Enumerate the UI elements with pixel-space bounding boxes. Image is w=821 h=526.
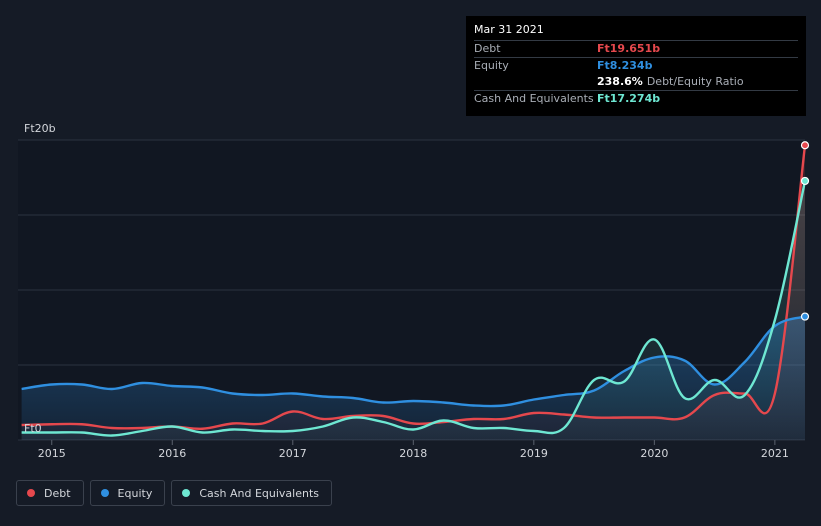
tooltip-equity-label: Equity [474, 59, 509, 72]
x-tick-label: 2016 [158, 447, 186, 460]
data-tooltip: Mar 31 2021 Debt Ft19.651b Equity Ft8.23… [466, 16, 806, 116]
x-tick-label: 2021 [761, 447, 789, 460]
cash-dot-icon [182, 489, 191, 497]
x-tick-label: 2015 [38, 447, 66, 460]
tooltip-cash-value: Ft17.274b [597, 92, 661, 105]
tooltip-row-equity: Equity Ft8.234b [474, 57, 798, 74]
legend-item-debt[interactable]: Debt [16, 480, 84, 506]
x-tick-label: 2020 [640, 447, 668, 460]
y-tick-label-zero: Ft0 [24, 422, 42, 435]
tooltip-ratio-value: 238.6% [597, 75, 643, 88]
chart-legend: Debt Equity Cash And Equivalents [16, 480, 332, 506]
tooltip-ratio-label: Debt/Equity Ratio [646, 75, 744, 88]
y-tick-label-max: Ft20b [24, 122, 56, 135]
tooltip-row-cash: Cash And Equivalents Ft17.274b [474, 90, 798, 107]
series-areas [21, 145, 806, 440]
cash-line [21, 180, 807, 437]
tooltip-debt-value: Ft19.651b [597, 42, 661, 55]
tooltip-cash-label: Cash And Equivalents [474, 92, 594, 105]
equity-end-point[interactable] [800, 312, 810, 321]
tooltip-row-debt: Debt Ft19.651b [474, 40, 798, 57]
equity-line [21, 315, 806, 408]
legend-item-cash[interactable]: Cash And Equivalents [171, 480, 332, 506]
legend-cash-label: Cash And Equivalents [199, 486, 319, 500]
legend-equity-label: Equity [117, 486, 153, 500]
cash-end-point[interactable] [800, 176, 810, 186]
x-axis-ticks: 2015 2016 2017 2018 2019 2020 2021 [38, 440, 789, 460]
legend-debt-label: Debt [44, 486, 71, 500]
debt-dot-icon [27, 489, 35, 497]
debt-end-point[interactable] [800, 141, 810, 150]
x-tick-label: 2017 [279, 447, 307, 460]
series-lines [21, 145, 807, 437]
equity-dot-icon [100, 489, 109, 497]
debt-area [21, 145, 806, 440]
tooltip-equity-value: Ft8.234b [597, 59, 653, 72]
x-tick-label: 2018 [399, 447, 427, 460]
tooltip-row-ratio: 238.6% Debt/Equity Ratio [474, 74, 798, 90]
tooltip-debt-label: Debt [474, 42, 501, 55]
x-tick-label: 2019 [520, 447, 548, 460]
highlight-markers [800, 141, 810, 321]
legend-item-equity[interactable]: Equity [89, 480, 166, 506]
tooltip-date: Mar 31 2021 [474, 23, 544, 36]
